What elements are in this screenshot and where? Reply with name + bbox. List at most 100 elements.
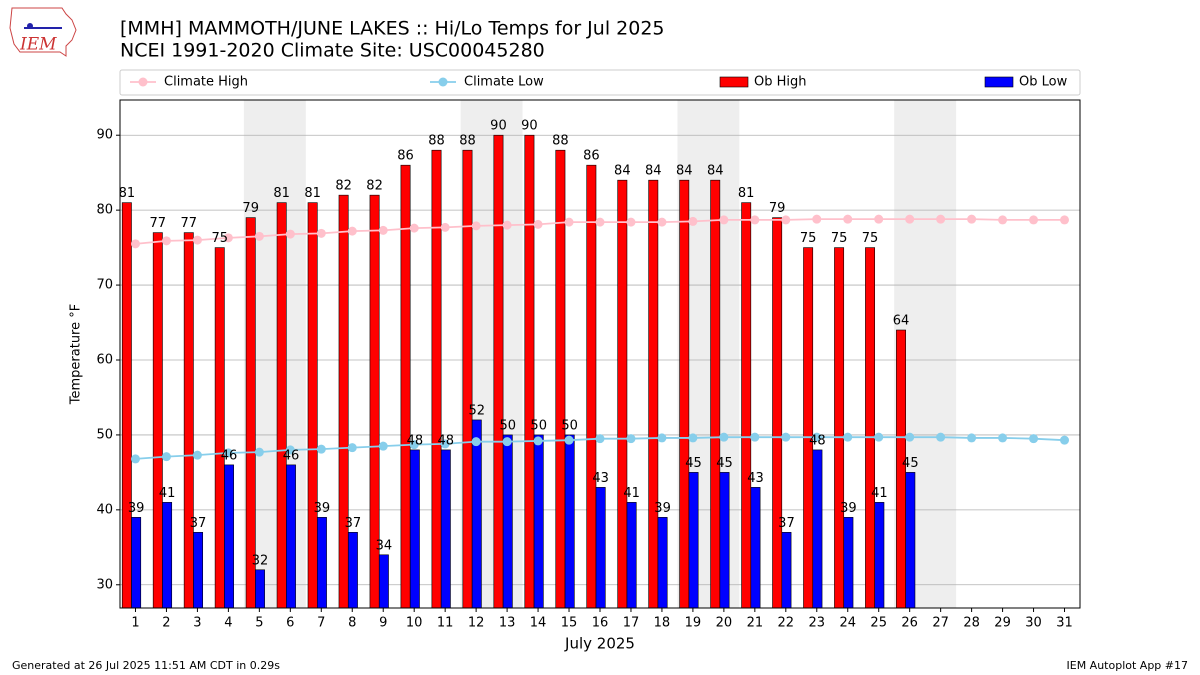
x-tick-label: 29 bbox=[994, 616, 1011, 631]
data-label: 45 bbox=[902, 456, 919, 471]
marker bbox=[130, 239, 140, 249]
data-label: 88 bbox=[428, 134, 445, 149]
bar bbox=[214, 247, 225, 609]
marker bbox=[316, 228, 326, 238]
marker bbox=[254, 231, 264, 241]
marker bbox=[657, 217, 667, 227]
x-tick-label: 22 bbox=[778, 616, 795, 631]
chart-title: [MMH] MAMMOTH/JUNE LAKES :: Hi/Lo Temps … bbox=[120, 18, 665, 40]
data-label: 48 bbox=[407, 433, 424, 448]
data-label: 43 bbox=[747, 471, 764, 486]
x-tick-label: 5 bbox=[255, 616, 263, 631]
data-label: 81 bbox=[738, 186, 755, 201]
y-tick-label: 70 bbox=[96, 278, 113, 293]
data-label: 50 bbox=[499, 418, 516, 433]
data-label: 48 bbox=[809, 433, 826, 448]
data-label: 41 bbox=[871, 486, 888, 501]
y-tick-label: 90 bbox=[96, 128, 113, 143]
x-tick-label: 10 bbox=[406, 616, 423, 631]
marker bbox=[781, 432, 791, 442]
marker bbox=[564, 435, 574, 445]
data-label: 81 bbox=[304, 186, 321, 201]
marker bbox=[471, 221, 481, 231]
data-label: 39 bbox=[128, 501, 145, 516]
marker bbox=[843, 214, 853, 224]
legend-marker bbox=[438, 77, 448, 87]
marker bbox=[378, 225, 388, 235]
bar bbox=[440, 449, 451, 609]
data-label: 45 bbox=[685, 456, 702, 471]
marker bbox=[936, 432, 946, 442]
marker bbox=[161, 236, 171, 246]
bar bbox=[812, 449, 823, 609]
x-tick-label: 30 bbox=[1025, 616, 1042, 631]
x-axis-label: July 2025 bbox=[564, 635, 635, 653]
data-label: 48 bbox=[438, 433, 455, 448]
bar bbox=[378, 554, 389, 609]
data-label: 52 bbox=[469, 403, 486, 418]
marker bbox=[409, 223, 419, 233]
plot-frame bbox=[119, 99, 1081, 609]
x-tick-label: 15 bbox=[561, 616, 578, 631]
data-label: 79 bbox=[242, 201, 259, 216]
y-tick-label: 60 bbox=[96, 352, 113, 367]
data-label: 86 bbox=[397, 149, 414, 164]
x-tick-label: 14 bbox=[530, 616, 547, 631]
data-label: 41 bbox=[159, 486, 176, 501]
marker bbox=[130, 454, 140, 464]
bar bbox=[193, 532, 204, 609]
x-tick-label: 2 bbox=[162, 616, 170, 631]
marker bbox=[874, 432, 884, 442]
data-label: 75 bbox=[831, 231, 848, 246]
marker bbox=[192, 450, 202, 460]
marker bbox=[595, 217, 605, 227]
bar bbox=[834, 247, 845, 609]
marker bbox=[905, 214, 915, 224]
marker bbox=[874, 214, 884, 224]
y-tick-label: 30 bbox=[96, 577, 113, 592]
data-label: 88 bbox=[459, 134, 476, 149]
x-tick-label: 20 bbox=[716, 616, 733, 631]
bar bbox=[648, 179, 659, 609]
marker bbox=[1060, 435, 1070, 445]
data-label: 39 bbox=[654, 501, 671, 516]
x-tick-label: 19 bbox=[685, 616, 702, 631]
data-label: 50 bbox=[530, 418, 547, 433]
bar bbox=[162, 502, 173, 609]
bar bbox=[431, 149, 442, 609]
bar bbox=[679, 179, 690, 609]
marker bbox=[409, 440, 419, 450]
bar bbox=[564, 434, 575, 609]
y-axis-label: Temperature °F bbox=[69, 304, 84, 405]
footer-left: Generated at 26 Jul 2025 11:51 AM CDT in… bbox=[12, 659, 280, 672]
legend-label: Ob Low bbox=[1019, 75, 1068, 90]
data-label: 84 bbox=[707, 164, 724, 179]
marker bbox=[719, 215, 729, 225]
bar bbox=[803, 247, 814, 609]
marker bbox=[192, 235, 202, 245]
chart-subtitle: NCEI 1991-2020 Climate Site: USC00045280 bbox=[120, 40, 545, 62]
logo-outline bbox=[9, 7, 77, 57]
y-tick-label: 50 bbox=[96, 427, 113, 442]
marker bbox=[1029, 215, 1039, 225]
bar bbox=[316, 517, 327, 609]
marker bbox=[967, 214, 977, 224]
x-tick-label: 18 bbox=[654, 616, 671, 631]
x-tick-label: 17 bbox=[623, 616, 640, 631]
marker bbox=[502, 220, 512, 230]
data-label: 50 bbox=[561, 418, 578, 433]
bar bbox=[865, 247, 876, 609]
legend-swatch bbox=[984, 76, 1014, 88]
data-label: 84 bbox=[614, 164, 631, 179]
data-label: 64 bbox=[893, 314, 910, 329]
marker bbox=[781, 215, 791, 225]
data-label: 82 bbox=[335, 179, 352, 194]
data-label: 43 bbox=[592, 471, 609, 486]
data-label: 75 bbox=[211, 231, 228, 246]
bar bbox=[750, 487, 761, 609]
data-label: 39 bbox=[840, 501, 857, 516]
x-tick-label: 23 bbox=[809, 616, 826, 631]
data-label: 81 bbox=[119, 186, 136, 201]
bar bbox=[524, 134, 535, 609]
data-label: 82 bbox=[366, 179, 383, 194]
